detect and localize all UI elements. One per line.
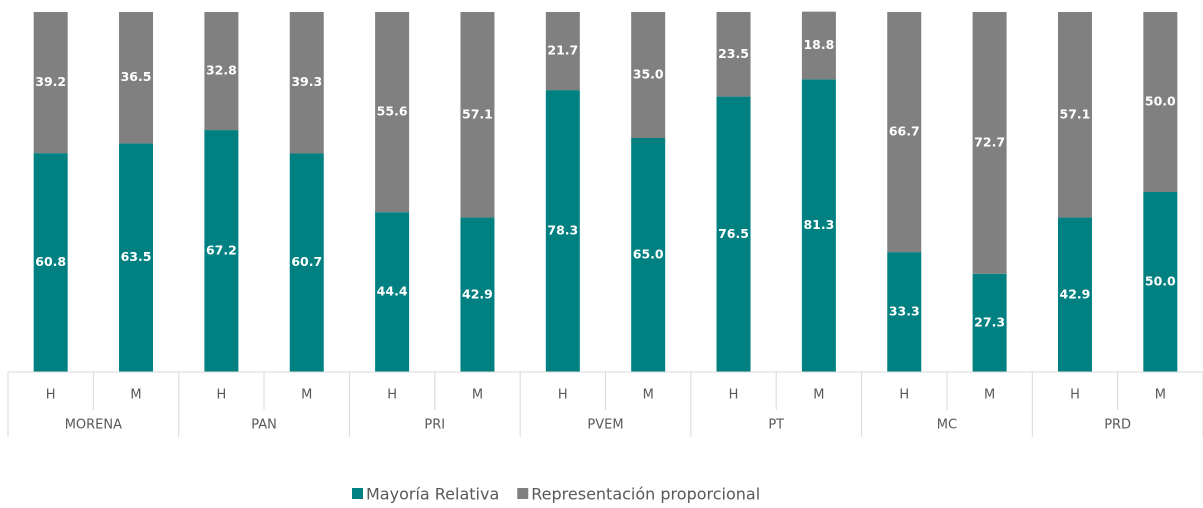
- x-tick-label: M: [472, 388, 483, 403]
- bar-segment: [119, 12, 154, 144]
- x-tick-label: M: [130, 388, 141, 403]
- bar-segment: [972, 12, 1007, 274]
- value-label: 50.0: [1145, 274, 1176, 289]
- bar-segment: [1143, 12, 1178, 192]
- x-tick-label: M: [813, 388, 824, 403]
- bar-segment: [972, 273, 1007, 372]
- x-tick-label: H: [558, 388, 568, 403]
- legend-swatch: [352, 488, 363, 499]
- bar-segment: [887, 252, 922, 372]
- value-label: 57.1: [462, 106, 493, 121]
- value-label: 21.7: [547, 43, 578, 58]
- bar-segment: [716, 96, 751, 372]
- x-tick-label: M: [643, 388, 654, 403]
- x-tick-label: H: [899, 388, 909, 403]
- value-label: 65.0: [633, 247, 664, 262]
- bar-segment: [460, 12, 495, 218]
- value-label: 63.5: [121, 249, 152, 264]
- value-label: 39.3: [291, 74, 322, 89]
- value-label: 72.7: [974, 134, 1005, 149]
- bar-segment: [204, 130, 239, 372]
- group-label: PVEM: [587, 418, 623, 433]
- x-tick-label: H: [729, 388, 739, 403]
- value-label: 60.7: [291, 254, 322, 269]
- value-label: 35.0: [633, 67, 664, 82]
- x-tick-label: M: [984, 388, 995, 403]
- bar-segment: [460, 217, 495, 372]
- bar-segment: [289, 12, 324, 154]
- bar-segment: [801, 11, 836, 80]
- group-label: PRI: [424, 418, 445, 433]
- bar-segment: [204, 12, 239, 131]
- x-tick-label: M: [301, 388, 312, 403]
- value-label: 78.3: [547, 223, 578, 238]
- value-label: 44.4: [377, 284, 408, 299]
- x-tick-label: H: [46, 388, 56, 403]
- group-label: MC: [937, 418, 957, 433]
- group-label: PAN: [251, 418, 277, 433]
- value-label: 57.1: [1060, 106, 1091, 121]
- legend-label: Representación proporcional: [531, 485, 760, 504]
- value-label: 55.6: [377, 104, 408, 119]
- value-label: 23.5: [718, 46, 749, 61]
- bar-segment: [887, 12, 922, 253]
- bar-segment: [1057, 12, 1092, 218]
- value-label: 60.8: [35, 254, 66, 269]
- bar-segment: [33, 12, 68, 154]
- value-label: 18.8: [803, 37, 834, 52]
- value-label: 42.9: [1060, 286, 1091, 301]
- legend-swatch: [517, 488, 529, 499]
- bar-segment: [545, 12, 580, 91]
- x-tick-label: M: [1155, 388, 1166, 403]
- value-label: 33.3: [889, 304, 920, 319]
- x-tick-label: H: [217, 388, 227, 403]
- bar-segment: [801, 79, 836, 372]
- bar-segment: [1057, 217, 1092, 372]
- group-label: PT: [768, 418, 784, 433]
- bar-segment: [631, 12, 666, 138]
- value-label: 42.9: [462, 286, 493, 301]
- group-label: PRD: [1104, 418, 1131, 433]
- bar-segment: [631, 138, 666, 372]
- bar-segment: [119, 143, 154, 372]
- x-tick-label: H: [1070, 388, 1080, 403]
- legend-label: Mayoría Relativa: [366, 485, 499, 504]
- value-label: 39.2: [35, 74, 66, 89]
- bar-segment: [33, 153, 68, 372]
- value-label: 67.2: [206, 243, 237, 258]
- x-tick-label: H: [387, 388, 397, 403]
- value-label: 36.5: [121, 69, 152, 84]
- value-label: 76.5: [718, 226, 749, 241]
- value-label: 50.0: [1145, 94, 1176, 109]
- bar-segment: [375, 12, 410, 213]
- bar-segment: [289, 153, 324, 372]
- value-label: 66.7: [889, 124, 920, 139]
- bar-segment: [545, 90, 580, 373]
- bar-segment: [1143, 192, 1178, 372]
- value-label: 32.8: [206, 63, 237, 78]
- value-label: 27.3: [974, 314, 1005, 329]
- value-label: 81.3: [803, 217, 834, 232]
- bar-segment: [716, 12, 751, 97]
- bar-segment: [375, 212, 410, 372]
- group-label: MORENA: [65, 418, 122, 433]
